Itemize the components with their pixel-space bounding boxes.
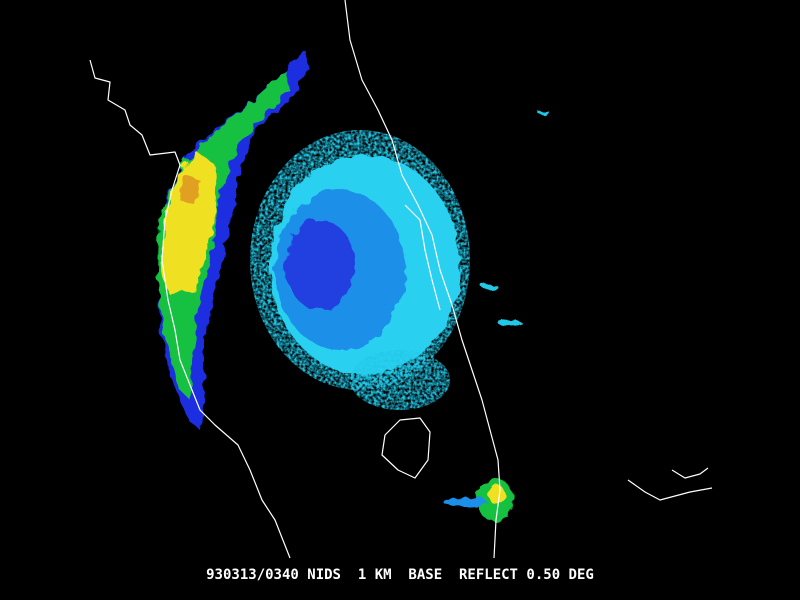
trailing-echo [350,350,450,410]
coastline [89,0,713,559]
west-coast [89,59,291,559]
lake-okeechobee [381,417,431,479]
cell-core [489,485,505,505]
cell [482,284,498,290]
barrier-island [404,204,441,311]
caption: 930313/0340 NIDS 1 KM BASE REFLECT 0.50 … [206,567,594,583]
outer-band [158,50,310,430]
cell [537,110,549,114]
east-coast [344,0,501,559]
small-cells [443,110,549,522]
stratiform-echo [250,130,470,410]
cell [498,320,522,326]
yellow-core [160,150,218,295]
bahamas [627,479,713,501]
squall-line [157,50,310,430]
green-band [157,70,290,400]
bahamas-islet [671,467,709,479]
orange-core [180,175,200,205]
cell [443,498,487,506]
strong-echo [285,220,355,310]
